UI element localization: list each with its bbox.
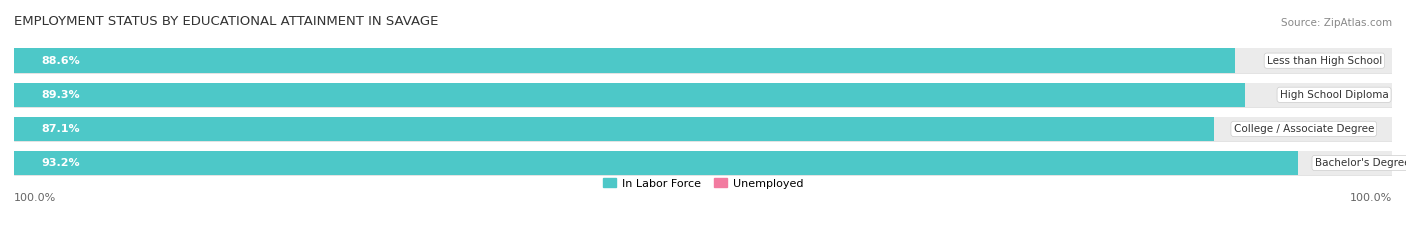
Legend: In Labor Force, Unemployed: In Labor Force, Unemployed bbox=[598, 174, 808, 193]
Bar bbox=[14, 82, 1244, 107]
Bar bbox=[14, 116, 1215, 141]
Text: 93.2%: 93.2% bbox=[42, 158, 80, 168]
Text: Source: ZipAtlas.com: Source: ZipAtlas.com bbox=[1281, 18, 1392, 28]
Text: Bachelor's Degree or higher: Bachelor's Degree or higher bbox=[1315, 158, 1406, 168]
Bar bbox=[14, 151, 1392, 175]
Text: College / Associate Degree: College / Associate Degree bbox=[1233, 124, 1374, 134]
Text: High School Diploma: High School Diploma bbox=[1279, 90, 1389, 100]
Text: 100.0%: 100.0% bbox=[14, 193, 56, 203]
Bar bbox=[14, 116, 1392, 141]
Text: Less than High School: Less than High School bbox=[1267, 56, 1382, 66]
Bar bbox=[14, 82, 1392, 107]
Text: 89.3%: 89.3% bbox=[42, 90, 80, 100]
Bar bbox=[14, 48, 1234, 73]
Text: 100.0%: 100.0% bbox=[1350, 193, 1392, 203]
Bar bbox=[14, 48, 1392, 73]
Text: EMPLOYMENT STATUS BY EDUCATIONAL ATTAINMENT IN SAVAGE: EMPLOYMENT STATUS BY EDUCATIONAL ATTAINM… bbox=[14, 15, 439, 28]
Text: 87.1%: 87.1% bbox=[42, 124, 80, 134]
Text: 88.6%: 88.6% bbox=[42, 56, 80, 66]
Bar bbox=[14, 151, 1298, 175]
